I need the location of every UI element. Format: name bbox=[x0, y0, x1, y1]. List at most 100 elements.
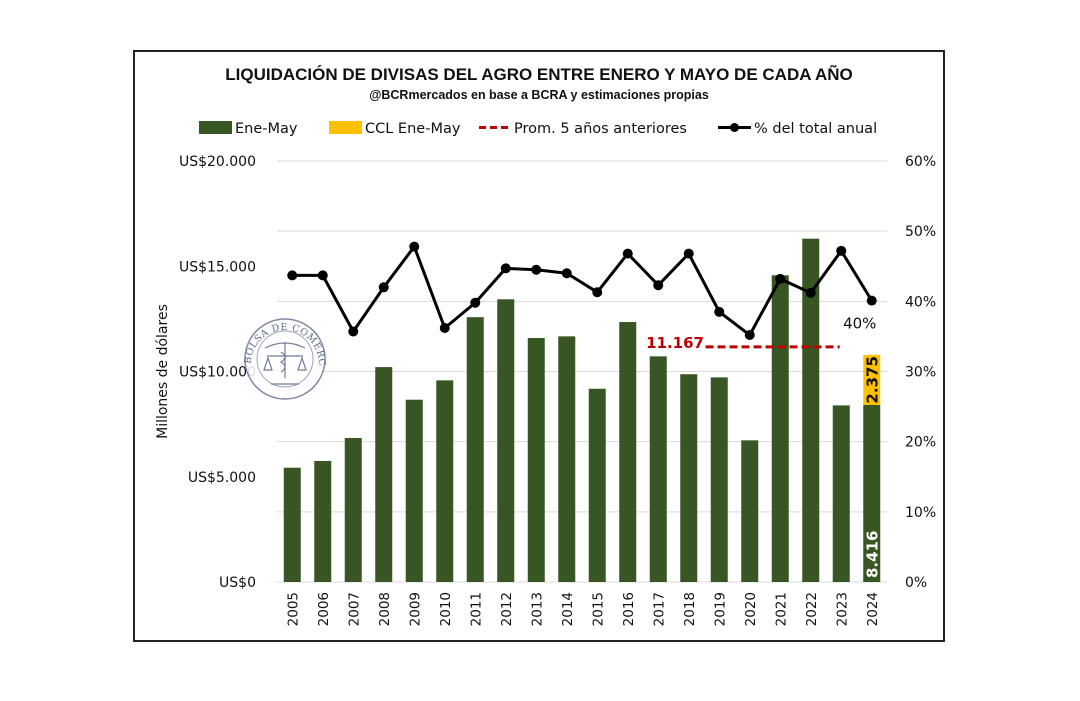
bar-ene-may-2005 bbox=[283, 467, 301, 582]
pct-point-2021 bbox=[775, 273, 786, 284]
bar-ccl-2024 bbox=[863, 354, 881, 405]
gridlines bbox=[277, 160, 887, 583]
pct-point-2011 bbox=[470, 297, 481, 308]
x-axis: 2005 2006 2007 2008 2009 2010 2011 2012 2013 2014… bbox=[285, 592, 881, 626]
legend-swatch-ene-may bbox=[199, 121, 232, 134]
legend-item-ene-may: Ene-May bbox=[199, 121, 298, 137]
pct-point-2007 bbox=[348, 326, 359, 337]
pct-line-group bbox=[287, 241, 877, 341]
pct-point-2008 bbox=[378, 282, 389, 293]
y-axis-right: 0% 10% 20% 30% 40% 50% 60% bbox=[905, 154, 936, 591]
pct-point-2006 bbox=[317, 270, 328, 281]
x-tick-label: 2020 bbox=[743, 592, 759, 626]
legend-item-ccl: CCL Ene-May bbox=[329, 121, 461, 137]
bar-ene-may-2015 bbox=[588, 388, 606, 582]
annotations: 8.416 2.375 40% bbox=[843, 315, 881, 578]
pct-point-2012 bbox=[500, 263, 511, 274]
pct-point-2010 bbox=[439, 322, 450, 333]
legend-label-ccl: CCL Ene-May bbox=[365, 121, 461, 137]
x-tick-label: 2005 bbox=[285, 592, 301, 626]
bars bbox=[283, 238, 881, 582]
y-axis-title: Millones de dólares bbox=[155, 304, 171, 439]
bar-ene-may-2012 bbox=[497, 299, 515, 582]
pct-point-2015 bbox=[592, 287, 603, 298]
pct-point-2013 bbox=[531, 264, 542, 275]
x-tick-label: 2023 bbox=[834, 592, 850, 626]
bar-ene-may-2022 bbox=[802, 238, 820, 582]
x-tick-label: 2024 bbox=[865, 592, 881, 626]
y-tick-label-right: 30% bbox=[905, 365, 936, 381]
bar-ene-may-2024 bbox=[863, 404, 881, 582]
x-tick-label: 2006 bbox=[316, 592, 332, 626]
pct-point-2018 bbox=[683, 248, 694, 259]
legend-item-prom5: Prom. 5 años anteriores bbox=[479, 121, 687, 137]
bar-ene-may-2019 bbox=[710, 377, 728, 582]
pct-point-2016 bbox=[622, 248, 633, 259]
y-tick-label-right: 40% bbox=[905, 294, 936, 310]
pct-line bbox=[292, 245, 874, 337]
y-axis-left: US$0 US$5.000 US$10.000 US$15.000 US$20.000 bbox=[179, 154, 256, 591]
x-tick-label: 2012 bbox=[499, 592, 515, 626]
legend-item-pct: % del total anual bbox=[718, 121, 877, 137]
x-tick-label: 2015 bbox=[590, 592, 606, 626]
x-tick-label: 2019 bbox=[712, 592, 728, 626]
legend-label-ene-may: Ene-May bbox=[235, 121, 298, 137]
y-tick-label-right: 50% bbox=[905, 224, 936, 240]
label-pct-2024: 40% bbox=[843, 315, 876, 333]
caduceus-scales-seal-icon bbox=[263, 342, 307, 385]
x-tick-label: 2008 bbox=[377, 592, 393, 626]
bar-ene-may-2017 bbox=[649, 356, 667, 582]
bar-ene-may-2013 bbox=[527, 338, 545, 582]
pct-point-2005 bbox=[287, 270, 298, 281]
x-tick-label: 2021 bbox=[773, 592, 789, 626]
bar-ene-may-2016 bbox=[619, 322, 637, 582]
legend: Ene-May CCL Ene-May Prom. 5 años anterio… bbox=[199, 121, 877, 137]
x-tick-label: 2009 bbox=[407, 592, 423, 626]
y-tick-label-left: US$5.000 bbox=[188, 470, 256, 486]
chart-subtitle: @BCRmercados en base a BCRA y estimacion… bbox=[369, 88, 709, 102]
bar-ene-may-2010 bbox=[436, 380, 454, 582]
bar-ene-may-2023 bbox=[832, 405, 850, 582]
pct-point-2022 bbox=[805, 287, 816, 298]
chart-frame: LIQUIDACIÓN DE DIVISAS DEL AGRO ENTRE EN… bbox=[133, 50, 945, 642]
y-tick-label-right: 20% bbox=[905, 435, 936, 451]
y-tick-label-left: US$15.000 bbox=[179, 259, 256, 275]
pct-point-2023 bbox=[836, 245, 847, 256]
legend-swatch-pct-marker bbox=[730, 123, 739, 132]
label-ene-may-2024: 8.416 bbox=[863, 531, 881, 578]
x-tick-label: 2014 bbox=[560, 592, 576, 626]
bar-ene-may-2018 bbox=[680, 374, 698, 582]
legend-label-pct: % del total anual bbox=[754, 121, 877, 137]
bar-ene-may-2009 bbox=[405, 399, 423, 582]
y-tick-label-right: 60% bbox=[905, 154, 936, 170]
legend-swatch-ccl bbox=[329, 121, 362, 134]
legend-label-prom5: Prom. 5 años anteriores bbox=[514, 121, 687, 137]
pct-point-2014 bbox=[561, 268, 572, 279]
pct-point-2009 bbox=[409, 241, 420, 252]
pct-point-2020 bbox=[744, 330, 755, 341]
x-tick-label: 2022 bbox=[804, 592, 820, 626]
chart-svg: LIQUIDACIÓN DE DIVISAS DEL AGRO ENTRE EN… bbox=[135, 52, 936, 626]
pct-point-2019 bbox=[714, 306, 725, 317]
x-tick-label: 2013 bbox=[529, 592, 545, 626]
bar-ene-may-2011 bbox=[466, 317, 484, 582]
x-tick-label: 2011 bbox=[468, 592, 484, 626]
label-ccl-2024: 2.375 bbox=[863, 356, 881, 403]
bar-ene-may-2014 bbox=[558, 336, 576, 582]
reference-line-group: 11.167 bbox=[646, 334, 840, 352]
x-tick-label: 2010 bbox=[438, 592, 454, 626]
y-tick-label-left: US$10.000 bbox=[179, 365, 256, 381]
y-tick-label-right: 0% bbox=[905, 575, 927, 591]
x-tick-label: 2016 bbox=[621, 592, 637, 626]
bar-ene-may-2008 bbox=[375, 367, 393, 582]
bar-ene-may-2006 bbox=[314, 460, 332, 582]
reference-line-label: 11.167 bbox=[646, 334, 704, 352]
bar-ene-may-2020 bbox=[741, 440, 759, 582]
x-tick-label: 2018 bbox=[682, 592, 698, 626]
x-tick-label: 2007 bbox=[346, 592, 362, 626]
x-tick-label: 2017 bbox=[651, 592, 667, 626]
chart-title: LIQUIDACIÓN DE DIVISAS DEL AGRO ENTRE EN… bbox=[225, 64, 853, 84]
pct-point-2017 bbox=[653, 280, 664, 291]
seal-inner-ring bbox=[256, 330, 314, 388]
bar-ene-may-2007 bbox=[344, 438, 362, 582]
